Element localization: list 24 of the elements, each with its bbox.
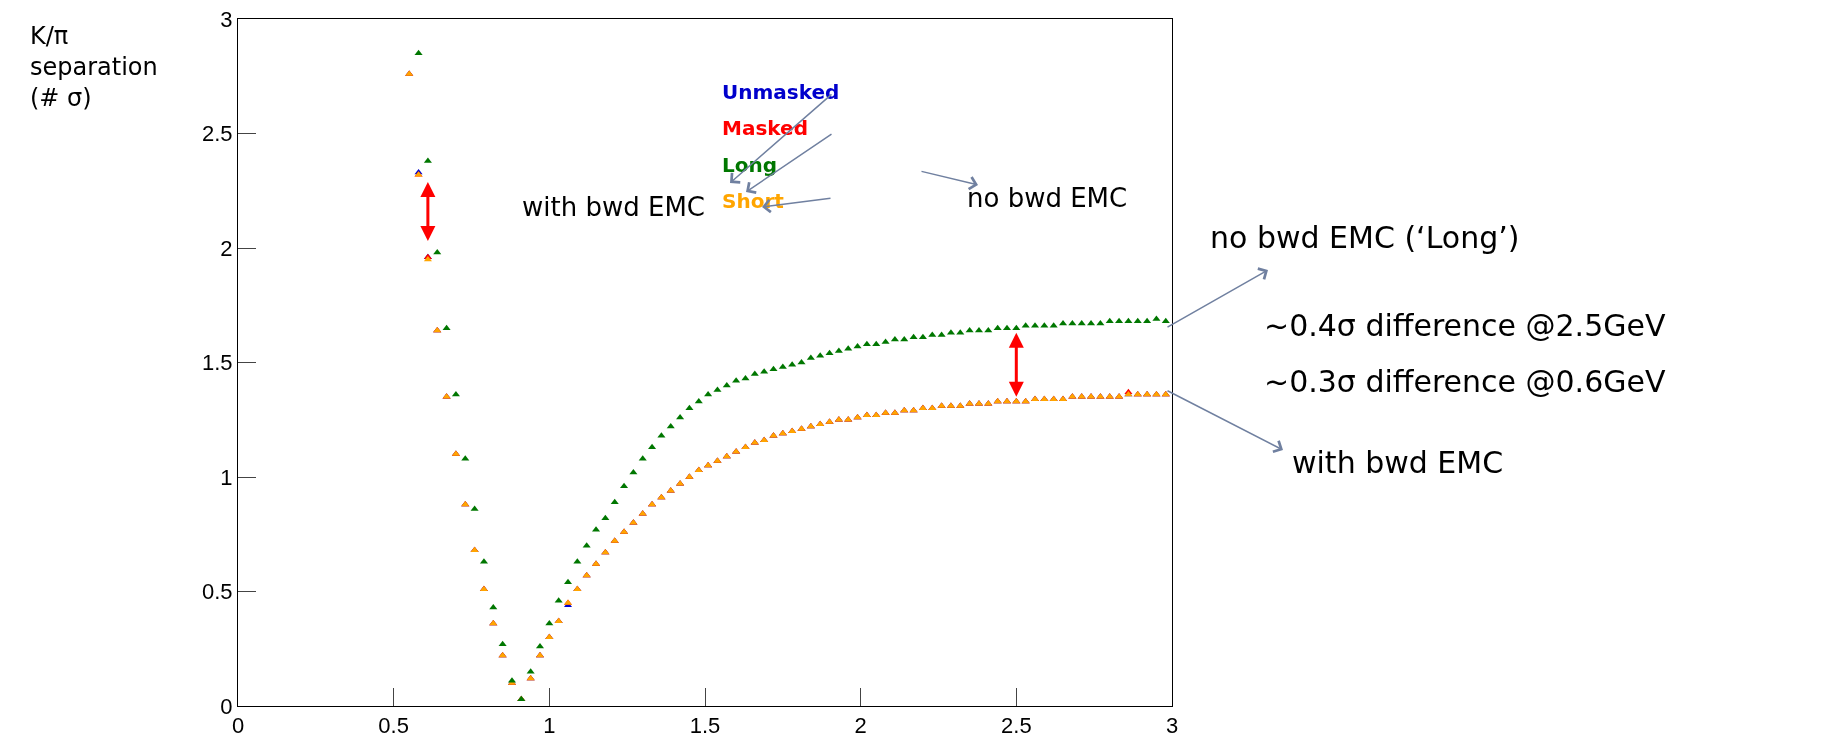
annotation: no bwd EMC — [967, 183, 1128, 213]
text: ~0.3σ difference @0.6GeV — [1264, 364, 1666, 399]
text: Short — [722, 189, 785, 213]
y-tick-label: 0.5 — [202, 579, 233, 605]
y-tick-label: 2.5 — [202, 121, 233, 147]
x-tick-label: 1.5 — [689, 713, 721, 739]
y-axis-title: K/π separation (# σ) — [30, 22, 158, 113]
y-tick-label: 2 — [220, 235, 233, 261]
x-tick-label: 2.5 — [1001, 713, 1032, 739]
annotation: with bwd EMC — [522, 192, 705, 222]
y-tick-label: 3 — [220, 6, 233, 32]
x-tick-label: 1 — [543, 713, 556, 739]
text: with bwd EMC — [1292, 445, 1504, 480]
x-tick-label: 2 — [854, 713, 867, 739]
text: ~0.4σ difference @2.5GeV — [1264, 308, 1666, 343]
x-tick-label: 0.5 — [378, 713, 409, 739]
x-tick-label: 3 — [1165, 713, 1179, 739]
y-tick-label: 1.5 — [202, 350, 233, 376]
y-tick-label: 0 — [220, 693, 233, 719]
text: Masked — [722, 116, 808, 140]
text: Long — [722, 153, 778, 177]
text: Unmasked — [722, 80, 840, 104]
text: no bwd EMC (‘Long’) — [1210, 220, 1520, 255]
y-tick-label: 1 — [220, 464, 233, 490]
